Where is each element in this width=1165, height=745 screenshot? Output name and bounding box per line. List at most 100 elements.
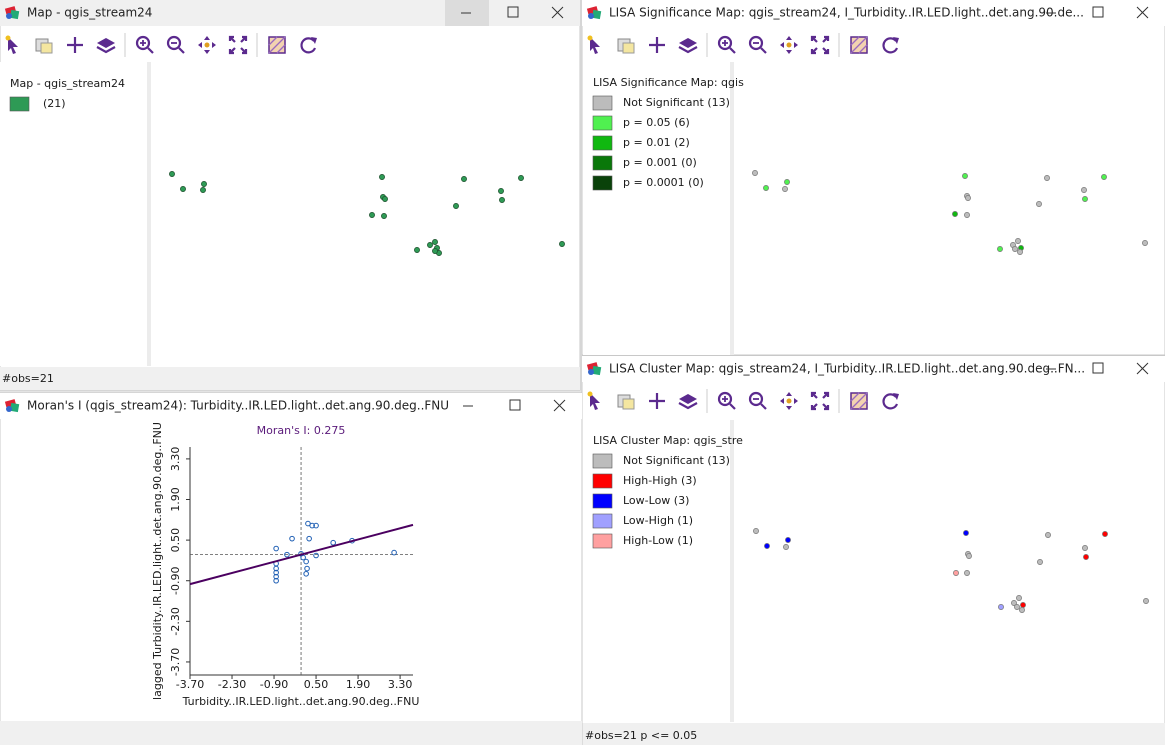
map-point xyxy=(965,195,971,201)
map-point xyxy=(1081,187,1087,193)
icon xyxy=(780,392,798,410)
icon xyxy=(810,35,830,55)
icon xyxy=(882,393,899,410)
toolbar-button[interactable] xyxy=(649,393,665,409)
legend-label: Low-Low (3) xyxy=(623,494,689,507)
toolbar-button[interactable] xyxy=(810,35,830,55)
scatter-point xyxy=(303,558,309,565)
scatter-point xyxy=(313,522,319,529)
map-point xyxy=(382,196,388,202)
toolbar-button[interactable] xyxy=(748,35,767,54)
toolbar-button[interactable] xyxy=(135,35,154,54)
toolbar-button[interactable] xyxy=(678,38,698,54)
close-button[interactable] xyxy=(1136,6,1149,19)
icon xyxy=(622,42,635,54)
toolbar-button[interactable] xyxy=(268,36,286,54)
icon xyxy=(587,391,593,397)
toolbar-button[interactable] xyxy=(96,38,116,54)
icon xyxy=(8,37,18,54)
map-point xyxy=(1019,607,1025,613)
icon xyxy=(198,36,216,54)
map-point xyxy=(952,211,958,217)
legend-swatch xyxy=(592,95,613,111)
toolbar-button[interactable] xyxy=(882,393,899,410)
icon xyxy=(893,393,899,400)
toolbar-button[interactable] xyxy=(300,37,317,54)
toolbar-button[interactable] xyxy=(780,392,798,410)
icon xyxy=(717,35,733,51)
map-point xyxy=(499,197,505,203)
icon xyxy=(140,40,146,46)
icon xyxy=(760,47,767,54)
toolbar-button[interactable] xyxy=(810,391,830,411)
icon xyxy=(649,393,665,409)
icon xyxy=(717,391,733,407)
maximize-button[interactable] xyxy=(1092,362,1104,374)
title-bar xyxy=(582,356,1165,382)
legend-title: Map - qgis_stream24 xyxy=(10,77,125,90)
map-point xyxy=(559,241,565,247)
status-text: #obs=21 p <= 0.05 xyxy=(585,729,697,742)
icon xyxy=(588,13,594,19)
toolbar-button[interactable] xyxy=(717,391,736,410)
toolbar-button[interactable] xyxy=(649,37,665,53)
icon xyxy=(6,13,12,19)
map-point xyxy=(1143,598,1149,604)
maximize-button[interactable] xyxy=(509,399,521,411)
toolbar-button[interactable] xyxy=(780,36,798,54)
map-point xyxy=(964,212,970,218)
scatter-point xyxy=(330,539,336,546)
toolbar-button[interactable] xyxy=(587,35,601,55)
map-point xyxy=(753,528,759,534)
maximize-button[interactable] xyxy=(507,6,519,18)
map-point xyxy=(1045,532,1051,538)
legend-label: High-High (3) xyxy=(623,474,697,487)
toolbar-button[interactable] xyxy=(35,38,53,54)
close-button[interactable] xyxy=(551,6,564,19)
map-point xyxy=(1101,174,1107,180)
icon xyxy=(590,37,600,54)
toolbar-button[interactable] xyxy=(617,38,635,54)
map-point xyxy=(180,186,186,192)
icon xyxy=(882,37,899,54)
toolbar-button[interactable] xyxy=(717,35,736,54)
legend-label: p = 0.0001 (0) xyxy=(623,176,704,189)
map-point xyxy=(1020,602,1026,608)
status-bar xyxy=(0,367,580,390)
legend-swatch xyxy=(592,175,613,191)
icon xyxy=(591,365,602,376)
status-bar xyxy=(0,721,582,745)
icon xyxy=(9,402,20,413)
maximize-button[interactable] xyxy=(1092,6,1104,18)
y-tick-label: 3.30 xyxy=(169,447,182,472)
close-button[interactable] xyxy=(1136,362,1149,375)
toolbar-button[interactable] xyxy=(850,36,868,54)
toolbar-button[interactable] xyxy=(882,37,899,54)
x-axis-label: Turbidity..IR.LED.light..det.ang.90.deg.… xyxy=(182,695,420,708)
close-button[interactable] xyxy=(553,399,566,412)
map-point xyxy=(498,188,504,194)
toolbar-button[interactable] xyxy=(198,36,216,54)
map-point xyxy=(1036,201,1042,207)
toolbar-button[interactable] xyxy=(166,35,185,54)
map-point xyxy=(953,570,959,576)
scatter-point xyxy=(309,522,315,529)
app-icon xyxy=(586,362,602,376)
icon xyxy=(311,37,317,44)
toolbar-button[interactable] xyxy=(748,391,767,410)
app-icon xyxy=(4,6,20,20)
regression-line xyxy=(189,523,414,586)
map-point xyxy=(1082,545,1088,551)
toolbar-button[interactable] xyxy=(228,35,248,55)
toolbar-button[interactable] xyxy=(617,394,635,410)
icon xyxy=(228,35,248,55)
scatter-point xyxy=(303,570,309,577)
icon xyxy=(300,37,317,54)
icon xyxy=(588,369,594,375)
toolbar-button[interactable] xyxy=(5,35,19,55)
toolbar-button[interactable] xyxy=(67,37,83,53)
toolbar-button[interactable] xyxy=(850,392,868,410)
toolbar-button[interactable] xyxy=(587,391,601,411)
toolbar-button[interactable] xyxy=(678,394,698,410)
icon xyxy=(5,35,11,41)
